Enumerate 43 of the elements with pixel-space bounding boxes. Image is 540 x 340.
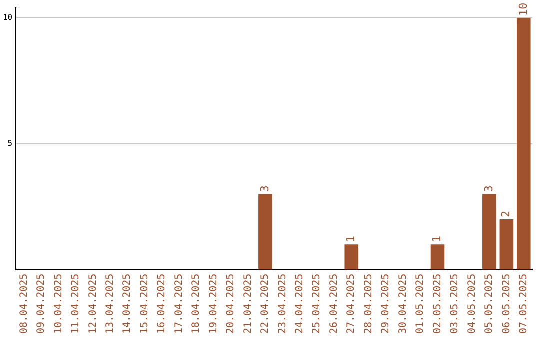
x-tick-label: 23.04.2025 <box>277 274 288 334</box>
x-tick-label: 27.04.2025 <box>346 274 358 334</box>
x-tick-label: 17.04.2025 <box>174 274 185 334</box>
bar <box>344 244 358 270</box>
bar <box>258 194 272 270</box>
x-tick-label: 30.04.2025 <box>398 274 409 334</box>
x-tick-label: 21.04.2025 <box>242 274 254 334</box>
x-tick-label: 22.04.2025 <box>260 274 272 334</box>
bar <box>482 194 496 270</box>
bar <box>517 18 531 270</box>
x-tick-label: 28.04.2025 <box>363 274 374 334</box>
data-label: 2 <box>500 210 513 218</box>
x-tick-label: 08.04.2025 <box>18 274 30 334</box>
y-tick-label: 5 <box>8 139 13 148</box>
x-tick-label: 18.04.2025 <box>191 274 202 334</box>
x-tick-label: 11.04.2025 <box>70 274 82 334</box>
data-label: 3 <box>482 186 496 192</box>
x-tick-label: 01.05.2025 <box>415 274 426 334</box>
data-label: 3 <box>258 186 272 192</box>
x-tick-label: 16.04.2025 <box>156 274 168 334</box>
x-tick-label: 04.05.2025 <box>466 274 478 334</box>
x-tick-label: 02.05.2025 <box>432 274 444 334</box>
x-tick-label: 29.04.2025 <box>380 274 392 334</box>
x-tick-label: 26.04.2025 <box>328 274 340 334</box>
x-tick-label: 20.04.2025 <box>226 274 237 334</box>
x-tick-label: 15.04.2025 <box>139 274 150 334</box>
x-tick-label: 19.04.2025 <box>208 274 220 334</box>
x-tick-label: 25.04.2025 <box>312 274 323 334</box>
data-label: 1 <box>430 236 444 243</box>
x-tick-label: 24.04.2025 <box>294 274 306 334</box>
x-tick-label: 06.05.2025 <box>501 274 512 334</box>
x-tick-label: 10.04.2025 <box>53 274 64 334</box>
x-tick-label: 05.05.2025 <box>484 274 496 334</box>
x-tick-label: 12.04.2025 <box>88 274 99 334</box>
x-tick-label: 03.05.2025 <box>450 274 461 334</box>
data-label: 10 <box>516 2 530 16</box>
data-label: 1 <box>344 236 358 243</box>
x-tick-label: 09.04.2025 <box>36 274 48 334</box>
bar <box>430 244 445 270</box>
x-tick-label: 13.04.2025 <box>104 274 116 334</box>
bar <box>500 219 514 270</box>
x-tick-label: 14.04.2025 <box>122 274 134 334</box>
x-tick-label: 07.05.2025 <box>518 274 530 334</box>
